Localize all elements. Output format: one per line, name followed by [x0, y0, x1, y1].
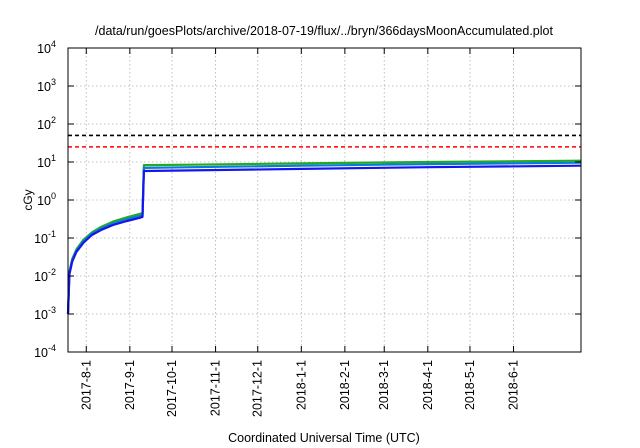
y-tick-label: 102 [37, 115, 56, 132]
series-line [66, 164, 582, 315]
x-tick-label: 2017-9-1 [123, 360, 137, 410]
data-series [66, 159, 582, 315]
y-tick-label: 10-1 [34, 229, 56, 246]
x-tick-label: 2017-10-1 [165, 360, 179, 417]
grid [68, 48, 581, 352]
y-tick-label: 10-2 [34, 267, 56, 284]
y-tick-label: 10-4 [34, 343, 56, 360]
x-axis-label: Coordinated Universal Time (UTC) [228, 431, 420, 445]
y-tick-label: 103 [37, 77, 56, 94]
x-tick-label: 2017-11-1 [209, 360, 223, 416]
x-tick-label: 2018-3-1 [377, 360, 391, 410]
x-tick-label: 2018-4-1 [421, 360, 435, 410]
x-tick-label: 2018-2-1 [338, 360, 352, 410]
series-line [66, 159, 582, 315]
x-tick-label: 2018-5-1 [463, 360, 477, 410]
x-tick-label: 2018-6-1 [507, 360, 521, 410]
x-tick-label: 2017-8-1 [79, 360, 93, 410]
x-axis: 2017-8-1 2017-9-1 2017-10-1 2017-11-1 2017-1… [79, 48, 521, 417]
y-tick-label: 100 [37, 191, 56, 208]
y-tick-label: 10-3 [34, 305, 56, 322]
y-tick-label: 101 [37, 153, 56, 170]
y-axis: 10-4 10-3 10-2 10-1 100 101 102 103 104 [34, 39, 581, 360]
chart-title: /data/run/goesPlots/archive/2018-07-19/f… [95, 24, 553, 38]
y-tick-label: 104 [37, 39, 56, 56]
y-axis-label: cGy [21, 189, 35, 210]
reference-lines [68, 134, 581, 148]
x-tick-label: 2018-1-1 [294, 360, 308, 410]
x-tick-label: 2017-12-1 [251, 360, 265, 417]
